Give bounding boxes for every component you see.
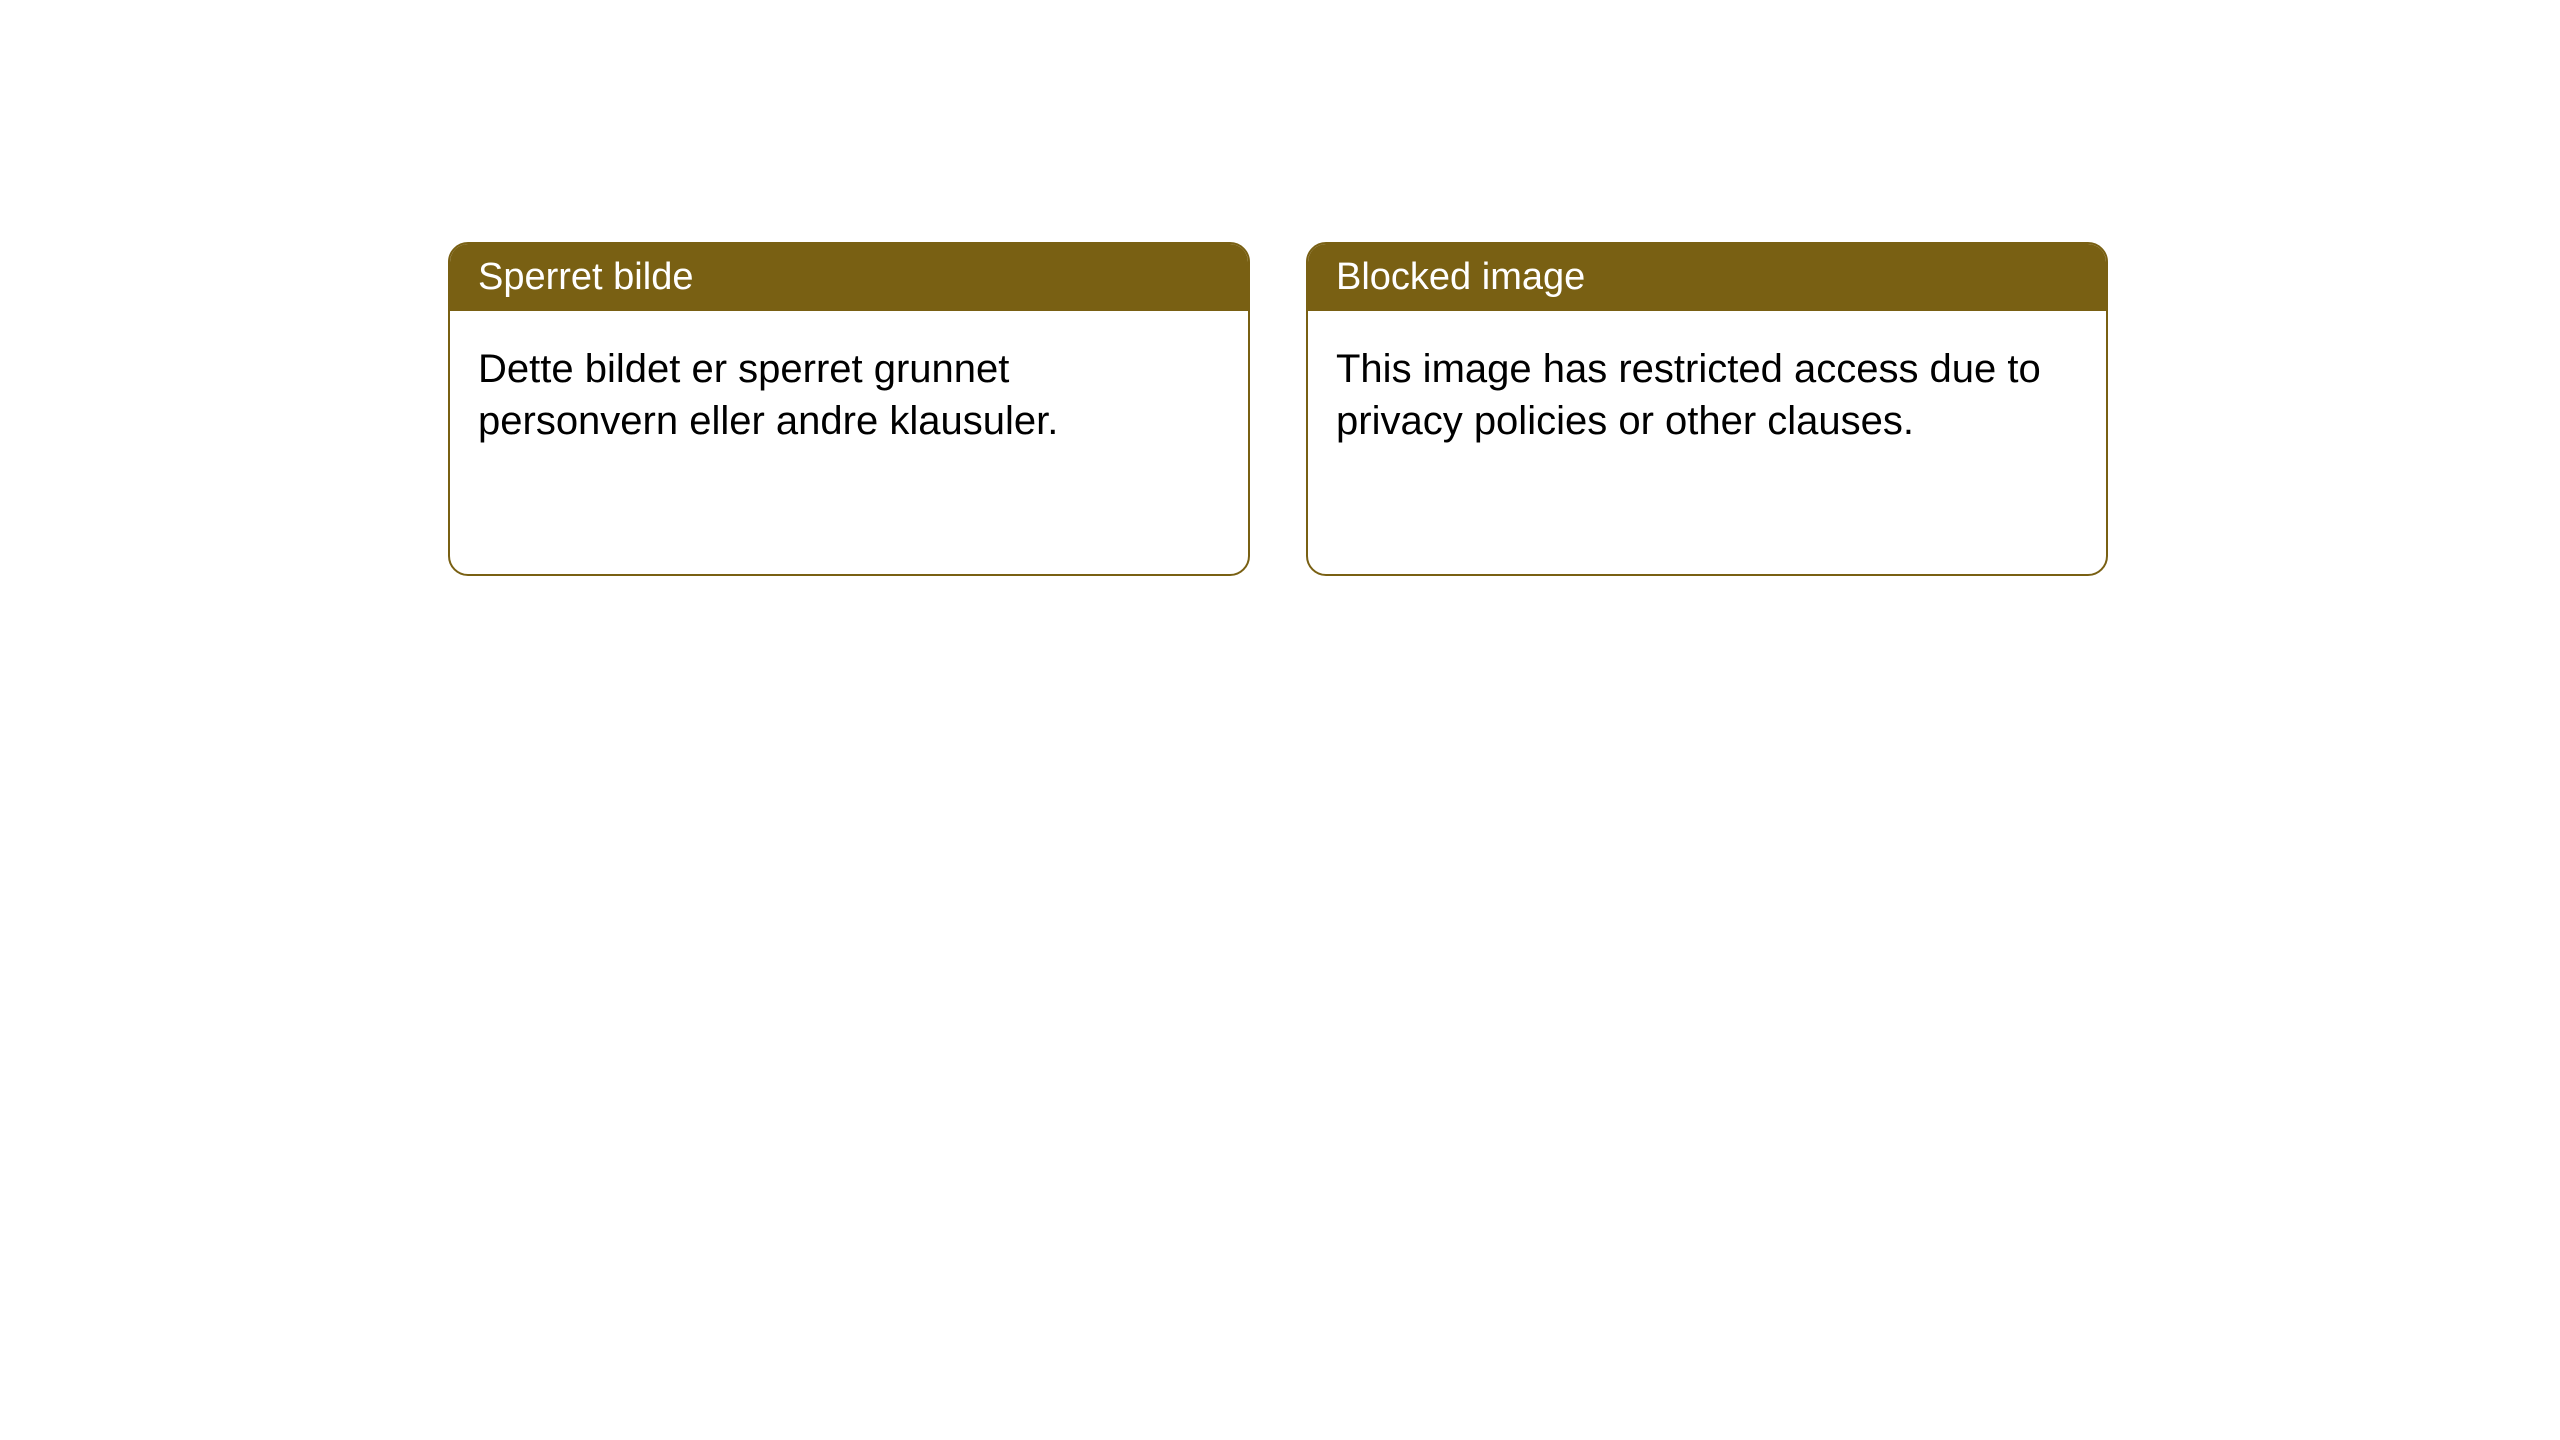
card-norwegian: Sperret bilde Dette bildet er sperret gr… bbox=[448, 242, 1250, 576]
card-body-text-norwegian: Dette bildet er sperret grunnet personve… bbox=[478, 347, 1058, 443]
card-body-norwegian: Dette bildet er sperret grunnet personve… bbox=[450, 311, 1248, 479]
card-header-english: Blocked image bbox=[1308, 244, 2106, 311]
cards-container: Sperret bilde Dette bildet er sperret gr… bbox=[448, 242, 2560, 576]
card-title-english: Blocked image bbox=[1336, 256, 1585, 298]
card-english: Blocked image This image has restricted … bbox=[1306, 242, 2108, 576]
card-body-text-english: This image has restricted access due to … bbox=[1336, 347, 2041, 443]
card-header-norwegian: Sperret bilde bbox=[450, 244, 1248, 311]
card-title-norwegian: Sperret bilde bbox=[478, 256, 693, 298]
card-body-english: This image has restricted access due to … bbox=[1308, 311, 2106, 479]
